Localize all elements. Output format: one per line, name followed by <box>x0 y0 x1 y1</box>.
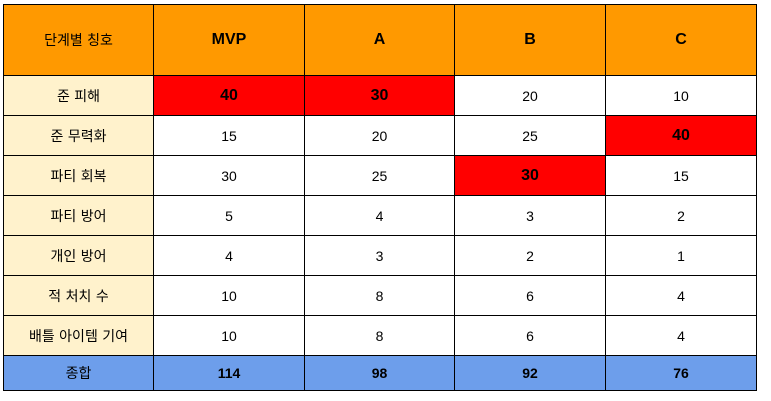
row-label[interactable]: 준 피해 <box>3 75 154 116</box>
row-label[interactable]: 배틀 아이템 기여 <box>3 315 154 356</box>
value-cell[interactable]: 10 <box>153 275 305 316</box>
total-value-mvp[interactable]: 114 <box>153 355 305 391</box>
total-value-a[interactable]: 98 <box>304 355 455 391</box>
row-damage: 준 피해 40 30 20 10 <box>3 75 757 116</box>
value-cell[interactable]: 30 <box>454 155 606 196</box>
row-label[interactable]: 파티 방어 <box>3 195 154 236</box>
value-cell[interactable]: 15 <box>605 155 757 196</box>
value-cell[interactable]: 30 <box>304 75 455 116</box>
value-cell[interactable]: 8 <box>304 315 455 356</box>
value-cell[interactable]: 40 <box>605 115 757 156</box>
row-battle-items: 배틀 아이템 기여 10 8 6 4 <box>3 315 757 356</box>
value-cell[interactable]: 8 <box>304 275 455 316</box>
value-cell[interactable]: 2 <box>605 195 757 236</box>
header-row: 단계별 칭호 MVP A B C <box>3 4 757 76</box>
row-stagger: 준 무력화 15 20 25 40 <box>3 115 757 156</box>
value-cell[interactable]: 10 <box>605 75 757 116</box>
total-row: 종합 114 98 92 76 <box>3 355 757 391</box>
value-cell[interactable]: 40 <box>153 75 305 116</box>
value-cell[interactable]: 2 <box>454 235 606 276</box>
row-party-heal: 파티 회복 30 25 30 15 <box>3 155 757 196</box>
value-cell[interactable]: 30 <box>153 155 305 196</box>
row-label[interactable]: 준 무력화 <box>3 115 154 156</box>
header-grade-c[interactable]: C <box>605 4 757 76</box>
total-value-b[interactable]: 92 <box>454 355 606 391</box>
value-cell[interactable]: 4 <box>153 235 305 276</box>
value-cell[interactable]: 3 <box>304 235 455 276</box>
value-cell[interactable]: 15 <box>153 115 305 156</box>
row-personal-defense: 개인 방어 4 3 2 1 <box>3 235 757 276</box>
value-cell[interactable]: 6 <box>454 275 606 316</box>
value-cell[interactable]: 20 <box>454 75 606 116</box>
header-grade-mvp[interactable]: MVP <box>153 4 305 76</box>
row-kills: 적 처치 수 10 8 6 4 <box>3 275 757 316</box>
header-grade-a[interactable]: A <box>304 4 455 76</box>
header-label-cell[interactable]: 단계별 칭호 <box>3 4 154 76</box>
score-table: 단계별 칭호 MVP A B C 준 피해 40 30 20 10 준 무력화 … <box>3 4 757 391</box>
value-cell[interactable]: 6 <box>454 315 606 356</box>
value-cell[interactable]: 4 <box>605 275 757 316</box>
value-cell[interactable]: 3 <box>454 195 606 236</box>
value-cell[interactable]: 4 <box>304 195 455 236</box>
value-cell[interactable]: 10 <box>153 315 305 356</box>
total-label[interactable]: 종합 <box>3 355 154 391</box>
value-cell[interactable]: 5 <box>153 195 305 236</box>
value-cell[interactable]: 20 <box>304 115 455 156</box>
row-label[interactable]: 적 처치 수 <box>3 275 154 316</box>
value-cell[interactable]: 1 <box>605 235 757 276</box>
row-label[interactable]: 개인 방어 <box>3 235 154 276</box>
value-cell[interactable]: 25 <box>454 115 606 156</box>
total-value-c[interactable]: 76 <box>605 355 757 391</box>
row-party-defense: 파티 방어 5 4 3 2 <box>3 195 757 236</box>
header-grade-b[interactable]: B <box>454 4 606 76</box>
value-cell[interactable]: 25 <box>304 155 455 196</box>
row-label[interactable]: 파티 회복 <box>3 155 154 196</box>
value-cell[interactable]: 4 <box>605 315 757 356</box>
